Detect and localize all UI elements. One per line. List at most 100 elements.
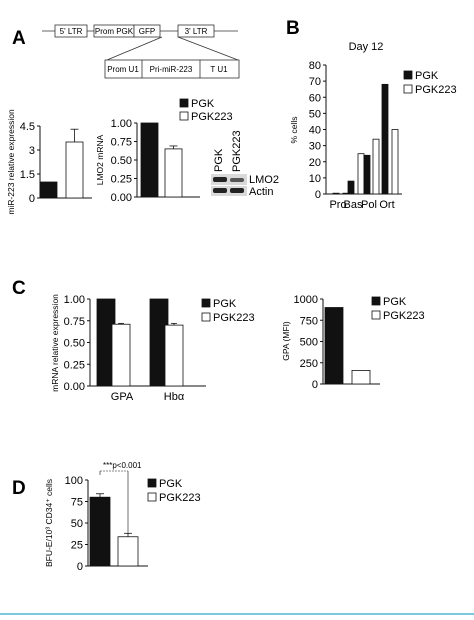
box-3ltr <box>177 24 215 38</box>
y-tick-label-c2: 1000 <box>294 294 318 306</box>
vector-diagram: 5' LTR Prom PGK GFP 3' LTR Prom U1 Pri-m… <box>42 24 240 79</box>
bar-c1-Hbα-1 <box>164 324 184 387</box>
actin-band-pgk <box>213 188 227 193</box>
y-axis-label-a2: LMO2 mRNA <box>95 134 105 185</box>
y-tick-label-c1: 0.25 <box>64 359 85 371</box>
legend-label-c2-1: PGK223 <box>383 310 425 322</box>
zoom-line-right <box>177 36 239 61</box>
bar-b-Bas-1 <box>357 153 365 195</box>
y-tick-label-c1: 1.00 <box>64 294 85 306</box>
legend-swatch-d-1 <box>147 492 157 502</box>
lmo2-band-pgk <box>213 177 227 182</box>
y-axis-label-d: BFU-E/10³ CD34⁺ cells <box>44 479 54 567</box>
panel-label-b: B <box>286 18 300 39</box>
legend-label-d-0: PGK <box>159 478 183 490</box>
y-tick-label-b: 80 <box>309 60 321 72</box>
y-tick-label-a2: 0.25 <box>111 174 132 186</box>
y-tick-label-c2: 750 <box>300 315 318 327</box>
bar-b-Bas-0 <box>347 180 355 195</box>
chart-title-b: Day 12 <box>349 41 384 53</box>
bar-b-Ort-0 <box>381 83 389 195</box>
bar-a2-1 <box>164 148 183 198</box>
charts-layer: 0 1.5 3 4.5 miR-223 relative expression 0.00 0… <box>6 41 457 573</box>
bar-b-Ort-1 <box>391 129 399 195</box>
actin-band-pgk223 <box>230 188 244 193</box>
zoom-line-left <box>106 36 163 61</box>
y-tick-label-c1: 0.75 <box>64 316 85 328</box>
legend-label-b-1: PGK223 <box>415 84 457 96</box>
y-tick-label-b: 40 <box>309 125 321 137</box>
bar-c1-GPA-1 <box>111 323 131 387</box>
box-5ltr-label: 5' LTR <box>60 27 83 36</box>
lane-label-pgk: PGK <box>213 148 225 172</box>
significance-annotation: ***p<0.001 <box>103 461 142 470</box>
y-tick-label-c2: 500 <box>300 337 318 349</box>
y-tick-label-b: 20 <box>309 157 321 169</box>
y-tick-label-b: 10 <box>309 173 321 185</box>
bar-a1-1 <box>65 141 84 199</box>
y-tick-label-b: 60 <box>309 92 321 104</box>
x-tick-label-b: Ort <box>379 199 394 211</box>
bar-d-0 <box>89 496 111 567</box>
legend-label-b-0: PGK <box>415 70 439 82</box>
y-axis-label-c1: mRNA relative expression <box>50 294 60 392</box>
x-tick-label-b: Pol <box>361 199 377 211</box>
legend-swatch-c2-0 <box>371 296 381 306</box>
y-tick-label-c2: 250 <box>300 358 318 370</box>
bar-b-Pol-0 <box>363 154 371 195</box>
legend-label-a2-1: PGK223 <box>191 111 233 123</box>
box-5ltr <box>54 24 88 38</box>
legend-label-c2-0: PGK <box>383 296 407 308</box>
legend-swatch-a2-1 <box>179 111 189 121</box>
bar-a2-0 <box>140 122 159 198</box>
y-axis-label-c2: GPA (MFI) <box>281 321 291 361</box>
y-tick-label-c1: 0.50 <box>64 338 85 350</box>
box-prom-pgk-label: Prom PGK <box>95 27 134 36</box>
band-label-lmo2: LMO2 <box>249 174 279 186</box>
y-tick-label-b: 50 <box>309 108 321 120</box>
panel-label-d: D <box>12 478 26 499</box>
y-tick-label-d: 50 <box>71 518 83 530</box>
box-prom-u1-label: Prom U1 <box>107 65 139 74</box>
x-tick-label-c1: Hbα <box>164 391 185 403</box>
y-tick-label-a2: 0.50 <box>111 155 132 167</box>
bar-b-Pol-1 <box>372 138 380 195</box>
y-tick-label-b: 30 <box>309 141 321 153</box>
legend-swatch-b-1 <box>403 84 413 94</box>
y-tick-label-d: 0 <box>77 561 83 573</box>
legend-swatch-b-0 <box>403 70 413 80</box>
band-label-actin: Actin <box>249 186 273 198</box>
x-tick-label-c1: GPA <box>111 391 134 403</box>
bar-c2-0 <box>324 307 344 385</box>
western-blot: PGK PGK223 LMO2 Actin <box>211 130 279 198</box>
x-tick-label-b: Pro <box>329 199 346 211</box>
legend-swatch-c2-1 <box>371 310 381 320</box>
y-axis-label-a1: miR-223 relative expression <box>6 109 16 215</box>
y-tick-label-a2: 0.00 <box>111 192 132 204</box>
legend-label-c1-0: PGK <box>213 298 237 310</box>
lmo2-band-pgk223 <box>230 178 244 182</box>
y-tick-label-c2: 0 <box>312 379 318 391</box>
panel-label-a: A <box>12 28 26 49</box>
y-tick-label-b: 0 <box>315 189 321 201</box>
box-gfp-label: GFP <box>139 27 155 36</box>
box-gfp <box>133 24 161 38</box>
lane-label-pgk223: PGK223 <box>231 130 243 172</box>
y-tick-label-d: 25 <box>71 540 83 552</box>
bar-b-Pro-0 <box>332 192 340 195</box>
y-tick-label-a1: 4.5 <box>20 121 35 133</box>
box-3ltr-label: 3' LTR <box>185 27 208 36</box>
legend-swatch-d-0 <box>147 478 157 488</box>
y-tick-label-d: 75 <box>71 497 83 509</box>
legend-label-c1-1: PGK223 <box>213 312 255 324</box>
y-tick-label-a1: 3 <box>29 145 35 157</box>
y-tick-label-a2: 0.75 <box>111 137 132 149</box>
legend-swatch-c1-0 <box>201 298 211 308</box>
y-tick-label-a1: 1.5 <box>20 169 35 181</box>
y-tick-label-d: 100 <box>65 475 83 487</box>
y-axis-label-b: % cells <box>289 117 299 144</box>
y-tick-label-a1: 0 <box>29 193 35 205</box>
legend-swatch-a2-0 <box>179 98 189 108</box>
y-tick-label-c1: 0.00 <box>64 381 85 393</box>
